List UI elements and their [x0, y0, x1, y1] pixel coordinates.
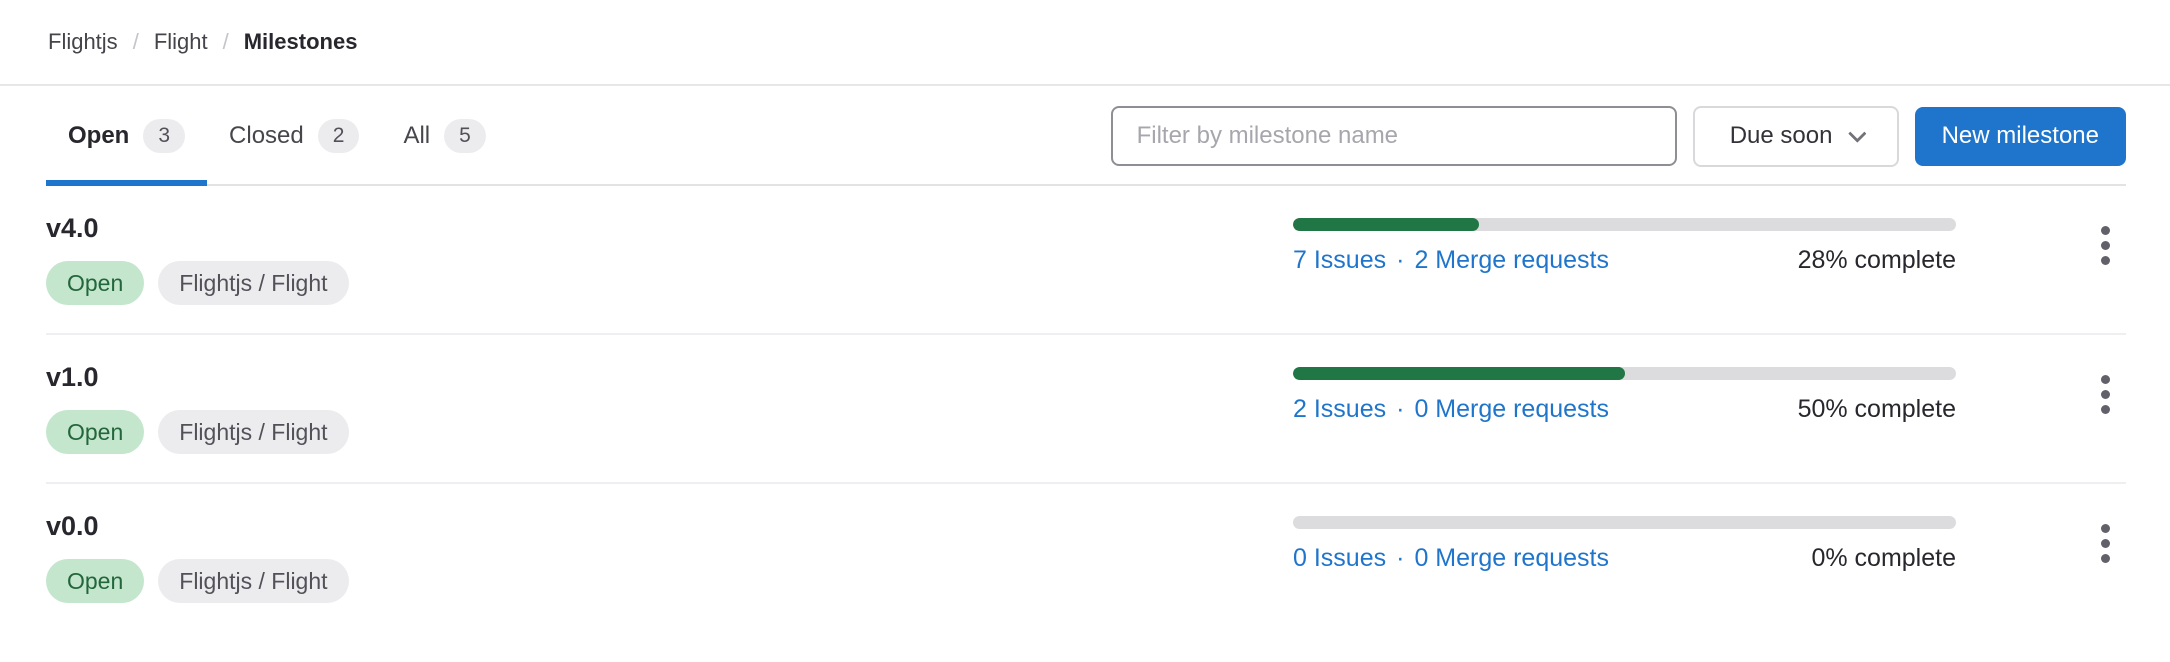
vertical-ellipsis-icon [2101, 226, 2110, 235]
breadcrumb: Flightjs / Flight / Milestones [0, 0, 2170, 86]
sort-dropdown-label: Due soon [1729, 122, 1833, 149]
tab-open-label: Open [68, 122, 130, 149]
vertical-ellipsis-icon [2101, 375, 2110, 384]
sort-dropdown[interactable]: Due soon [1692, 105, 1899, 167]
vertical-ellipsis-icon [2101, 554, 2110, 563]
counts-row: 2 Issues · 0 Merge requests 50% complete [1293, 395, 1956, 424]
status-badge: Open [46, 559, 145, 603]
milestone-badges: Open Flightjs / Flight [46, 559, 349, 603]
status-badge: Open [46, 261, 145, 305]
state-tabs: Open 3 Closed 2 All 5 [46, 86, 508, 186]
count-links: 7 Issues · 2 Merge requests [1293, 246, 1609, 275]
progress-bar-fill [1293, 218, 1479, 231]
breadcrumb-separator: / [132, 29, 139, 54]
vertical-ellipsis-icon [2101, 241, 2110, 250]
milestone-title-link[interactable]: v0.0 [46, 511, 99, 541]
milestone-list: v4.0 Open Flightjs / Flight 7 Issues · [46, 186, 2126, 631]
milestone-title-link[interactable]: v4.0 [46, 213, 99, 243]
status-badge: Open [46, 410, 145, 454]
counts-row: 0 Issues · 0 Merge requests 0% complete [1293, 544, 1956, 573]
merge-requests-link[interactable]: 2 Merge requests [1414, 246, 1609, 274]
progress-bar [1293, 218, 1956, 231]
breadcrumb-group-link[interactable]: Flightjs [48, 29, 118, 54]
milestone-actions-button[interactable] [2087, 514, 2124, 573]
count-links: 2 Issues · 0 Merge requests [1293, 395, 1609, 424]
percent-complete: 50% complete [1797, 395, 1956, 423]
percent-complete: 0% complete [1811, 544, 1956, 572]
merge-requests-link[interactable]: 0 Merge requests [1414, 544, 1609, 572]
vertical-ellipsis-icon [2101, 390, 2110, 399]
separator-dot: · [1396, 544, 1405, 572]
tab-open-count-badge: 3 [143, 119, 186, 153]
milestone-row: v1.0 Open Flightjs / Flight 2 Issues · [46, 335, 2126, 484]
tab-all-count-badge: 5 [444, 119, 486, 153]
vertical-ellipsis-icon [2101, 539, 2110, 548]
merge-requests-link[interactable]: 0 Merge requests [1414, 395, 1609, 423]
issues-link[interactable]: 0 Issues [1293, 544, 1387, 572]
progress-block: 0 Issues · 0 Merge requests 0% complete [1293, 514, 1956, 573]
project-badge: Flightjs / Flight [158, 410, 349, 454]
tab-closed[interactable]: Closed 2 [207, 86, 381, 186]
vertical-ellipsis-icon [2101, 256, 2110, 265]
chevron-down-icon [1848, 123, 1867, 143]
milestone-row: v4.0 Open Flightjs / Flight 7 Issues · [46, 186, 2126, 335]
milestone-title-link[interactable]: v1.0 [46, 362, 99, 392]
tab-closed-count-badge: 2 [317, 119, 360, 153]
vertical-ellipsis-icon [2101, 524, 2110, 533]
breadcrumb-current-page: Milestones [243, 29, 358, 54]
breadcrumb-separator: / [222, 29, 229, 54]
milestone-actions-button[interactable] [2087, 216, 2124, 275]
breadcrumb-project-link[interactable]: Flight [153, 29, 208, 54]
new-milestone-button[interactable]: New milestone [1914, 106, 2126, 166]
issues-link[interactable]: 2 Issues [1293, 395, 1387, 423]
separator-dot: · [1396, 395, 1405, 423]
progress-block: 7 Issues · 2 Merge requests 28% complete [1293, 216, 1956, 275]
milestone-badges: Open Flightjs / Flight [46, 261, 349, 305]
milestone-progress-area: 7 Issues · 2 Merge requests 28% complete [1293, 212, 2126, 305]
project-badge: Flightjs / Flight [158, 261, 349, 305]
count-links: 0 Issues · 0 Merge requests [1293, 544, 1609, 573]
vertical-ellipsis-icon [2101, 405, 2110, 414]
milestone-filter-input[interactable] [1110, 106, 1677, 166]
issues-link[interactable]: 7 Issues [1293, 246, 1387, 274]
tab-closed-label: Closed [229, 122, 304, 149]
milestone-info: v1.0 Open Flightjs / Flight [46, 361, 349, 454]
project-badge: Flightjs / Flight [158, 559, 349, 603]
milestones-toolbar: Open 3 Closed 2 All 5 Due soon New miles… [46, 86, 2126, 186]
milestone-info: v0.0 Open Flightjs / Flight [46, 510, 349, 603]
tab-open[interactable]: Open 3 [46, 86, 208, 186]
tab-all-label: All [403, 122, 431, 149]
progress-bar [1293, 516, 1956, 529]
tab-all[interactable]: All 5 [381, 86, 507, 186]
milestone-actions-button[interactable] [2087, 365, 2124, 424]
milestone-info: v4.0 Open Flightjs / Flight [46, 212, 349, 305]
separator-dot: · [1396, 246, 1405, 274]
milestone-progress-area: 2 Issues · 0 Merge requests 50% complete [1293, 361, 2126, 454]
milestone-row: v0.0 Open Flightjs / Flight 0 Issues · [46, 484, 2126, 631]
progress-bar-fill [1293, 367, 1625, 380]
counts-row: 7 Issues · 2 Merge requests 28% complete [1293, 246, 1956, 275]
milestone-badges: Open Flightjs / Flight [46, 410, 349, 454]
progress-bar [1293, 367, 1956, 380]
percent-complete: 28% complete [1797, 246, 1956, 274]
progress-block: 2 Issues · 0 Merge requests 50% complete [1293, 365, 1956, 424]
milestone-progress-area: 0 Issues · 0 Merge requests 0% complete [1293, 510, 2126, 603]
